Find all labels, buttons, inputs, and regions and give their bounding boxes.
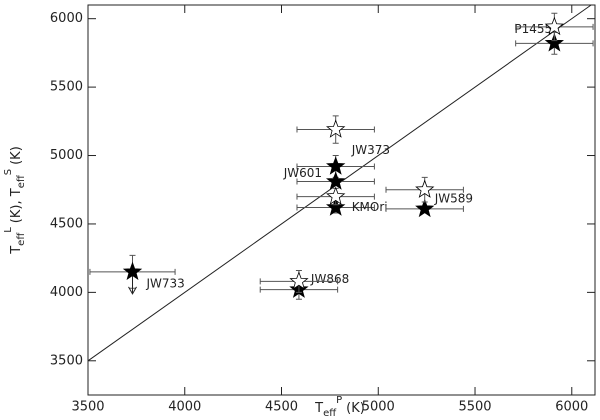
x-tick-label: 5500 (458, 400, 491, 415)
filled-star (326, 171, 346, 190)
label-part: eff (16, 232, 27, 246)
x-tick-label: 3500 (71, 400, 104, 415)
y-tick-label: 5000 (50, 148, 83, 163)
x-axis-label: Teff P (K) (314, 395, 365, 419)
y-tick-label: 4500 (50, 216, 83, 231)
x-tick-label: 4500 (265, 400, 298, 415)
open-star (326, 186, 346, 205)
label-part: eff (16, 174, 27, 188)
filled-star (415, 198, 435, 218)
y-tick-label: 3500 (50, 353, 83, 368)
label-part: (K), (9, 200, 24, 223)
filled-star (326, 197, 346, 216)
filled-star (122, 261, 143, 281)
label-part: T (9, 246, 24, 255)
filled-star (544, 33, 564, 52)
label-part: T (9, 188, 24, 197)
y-axis-label: TeffL(K), TeffS(K) (3, 146, 27, 255)
open-star (415, 179, 435, 198)
y-tick-label: 5500 (50, 80, 83, 95)
label-part: S (3, 169, 14, 175)
label-part: (K) (9, 146, 24, 165)
label-part: eff (323, 408, 337, 419)
point-label: JW601 (283, 166, 322, 180)
open-star (544, 16, 564, 36)
y-tick-label: 4000 (50, 285, 83, 300)
point-label: P1455 (514, 22, 552, 36)
label-part: T (314, 401, 323, 416)
point-label: JW868 (310, 272, 349, 286)
x-tick-label: 5000 (362, 400, 395, 415)
y-tick-label: 6000 (50, 11, 83, 26)
point-label: JW733 (146, 276, 185, 290)
plot-frame (87, 4, 596, 396)
point-label: KMOri (352, 200, 388, 214)
x-tick-label: 6000 (555, 400, 588, 415)
point-label: JW373 (351, 143, 390, 157)
label-part: P (336, 395, 342, 406)
open-star (326, 119, 346, 138)
open-star (289, 271, 309, 290)
filled-star (326, 156, 346, 175)
point-label: JW589 (434, 191, 473, 205)
label-part: L (3, 227, 14, 233)
x-tick-label: 4000 (168, 400, 201, 415)
label-part: (K) (346, 401, 365, 416)
